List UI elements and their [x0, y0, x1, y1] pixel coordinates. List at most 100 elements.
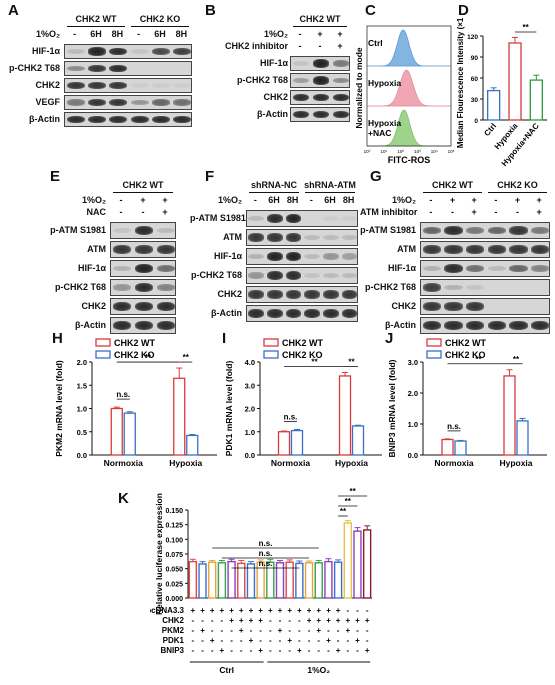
bar-2 [208, 561, 217, 599]
flow-xtick: 10⁰ [364, 149, 371, 154]
blot-band [152, 115, 170, 124]
condition-sign: - [279, 616, 282, 625]
condition-sign: + [336, 606, 341, 615]
panel-label-i: I [222, 330, 227, 347]
blot-row-label: p-CHK2 T68 [190, 270, 242, 280]
significance-label: ** [475, 355, 482, 364]
blot-band [130, 49, 149, 54]
condition-sign: - [356, 626, 359, 635]
condition-sign: - [269, 636, 272, 645]
blot-row-label: CHK2 [81, 301, 106, 311]
condition-sign: - [269, 616, 272, 625]
significance-label: n.s. [259, 559, 273, 568]
flow-xtick: 10¹ [381, 149, 388, 154]
y-axis-title: Relative luciferase expression [154, 493, 164, 615]
bar-chk2-wt [110, 407, 123, 456]
blot-lane-sign: 8H [342, 195, 355, 205]
blot-strip [420, 222, 550, 239]
blot-lane-sign: - [137, 29, 141, 39]
blot-strip [290, 56, 350, 71]
blot-band [292, 61, 310, 66]
significance-label: ** [348, 357, 355, 366]
blot-band [509, 245, 528, 254]
condition-sign: - [279, 636, 282, 645]
blot-lane-sign: + [536, 195, 542, 205]
blot-row-label: ATM [87, 244, 106, 254]
condition-sign: + [307, 606, 312, 615]
blot-lane-sign: - [450, 207, 454, 217]
blot-band [248, 272, 265, 279]
blot-strip [246, 286, 358, 303]
blot-row-label: ATM [397, 244, 416, 254]
blot-band [304, 272, 321, 278]
condition-sign: - [337, 626, 340, 635]
significance-label: ** [513, 355, 520, 364]
blot-lane-sign: - [429, 195, 433, 205]
blot-group-line [488, 192, 547, 193]
blot-band [304, 253, 321, 260]
significance-label: ** [350, 488, 357, 496]
western-blot-f: shRNA-NC shRNA-ATM 1%O₂ -6H 8H -6H 8H p-ATM S19… [190, 180, 360, 322]
blot-band [332, 93, 349, 102]
condition-sign: + [239, 626, 244, 635]
y-tick-label: 90 [471, 55, 479, 62]
x-tick-label: Hypoxia [499, 458, 532, 468]
blot-band [422, 283, 441, 292]
blot-group-line [131, 26, 189, 27]
condition-sign: - [288, 626, 291, 635]
condition-sign: + [220, 646, 225, 655]
condition-sign: + [287, 606, 292, 615]
blot-band [292, 93, 310, 102]
blot-band [531, 320, 549, 331]
blot-group-label: CHK2 WT [299, 14, 341, 24]
blot-row-label: β-Actin [211, 308, 242, 318]
blot-row-label: p-ATM S1981 [360, 225, 416, 235]
blot-band [332, 110, 349, 119]
flow-ylabel: Normalized to mode [355, 47, 364, 129]
condition-sign: + [326, 616, 331, 625]
condition-sign: + [210, 606, 215, 615]
blot-band [66, 49, 85, 54]
condition-sign: + [316, 606, 321, 615]
blot-lane-sign: + [471, 195, 477, 205]
blot-band [112, 245, 132, 254]
condition-sign: - [346, 606, 349, 615]
blot-group-line [293, 26, 347, 27]
x-tick-label: Normoxia [434, 458, 473, 468]
condition-sign: - [240, 636, 243, 645]
condition-sign: - [221, 616, 224, 625]
blot-band [332, 77, 349, 84]
blot-band [109, 81, 128, 90]
condition-sign: + [297, 646, 302, 655]
significance-label: ** [340, 507, 347, 516]
condition-sign: - [346, 646, 349, 655]
blot-group-line [249, 192, 299, 193]
condition-sign: - [366, 636, 369, 645]
blot-band [531, 226, 549, 235]
condition-label: BNIP3 [160, 646, 184, 655]
blot-group-label: CHK2 KO [139, 14, 181, 24]
condition-label: CHK2 [162, 616, 184, 625]
blot-band [466, 284, 485, 290]
blot-strip [246, 305, 358, 322]
blot-strip [110, 222, 176, 239]
blot-band [487, 320, 506, 331]
blot-band [267, 308, 283, 319]
condition-sign: + [316, 626, 321, 635]
y-tick-label: 30 [471, 97, 479, 104]
blot-band [304, 308, 321, 319]
flow-xtick: 10⁴ [431, 149, 438, 154]
blot-lane-sign: - [119, 195, 123, 205]
y-axis-title: PKM2 mRNA level (fold) [54, 360, 64, 457]
y-tick-label: 1.0 [245, 428, 255, 437]
blot-strip [290, 73, 350, 88]
blot-band [487, 265, 506, 272]
blot-treatment-label: ATM inhibitor [360, 207, 418, 217]
blot-lane-sign: 6H [154, 29, 166, 39]
blot-lane-sign: + [162, 207, 168, 217]
blot-band [267, 290, 283, 299]
blot-row-label: p-ATM S1981 [50, 225, 106, 235]
condition-sign: - [221, 626, 224, 635]
bar-14 [324, 560, 333, 599]
flow-track-label: Hypoxia [368, 118, 401, 128]
